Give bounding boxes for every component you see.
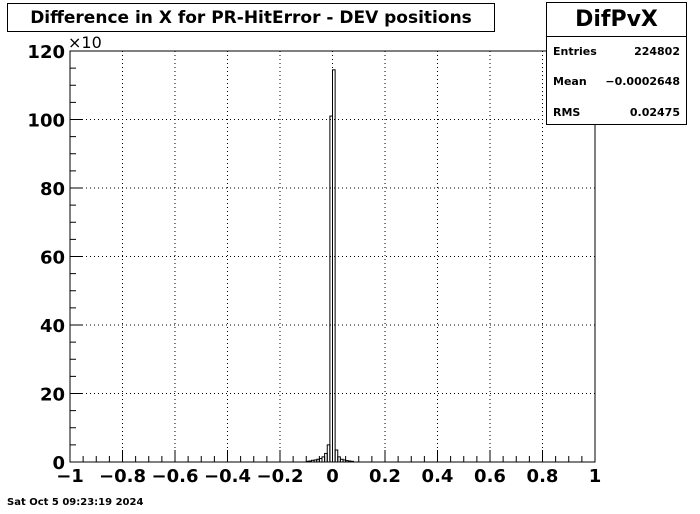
stats-entries-value: 224802 — [634, 44, 680, 58]
histogram-bars — [305, 69, 354, 463]
y-tick-label: 80 — [40, 179, 65, 200]
stats-histogram-name: DifPvX — [547, 3, 686, 37]
y-tick-label: 40 — [40, 316, 65, 337]
x-tick-label: 0 — [326, 466, 339, 487]
y-multiplier-label: ×10 — [68, 33, 102, 52]
x-axis-ticks: −1 −0.8 −0.6 −0.4 −0.2 0 0.2 0.4 0.6 0.8 1 — [56, 450, 601, 487]
x-tick-label: −1 — [56, 466, 84, 487]
stats-row-mean: Mean −0.0002648 — [553, 73, 680, 89]
stats-row-rms: RMS 0.02475 — [553, 104, 680, 120]
stats-rms-label: RMS — [553, 105, 581, 119]
stats-box: DifPvX Entries 224802 Mean −0.0002648 RM… — [546, 2, 687, 125]
stats-entries-label: Entries — [553, 44, 597, 58]
y-tick-label: 100 — [27, 111, 65, 132]
stats-mean-label: Mean — [553, 74, 587, 88]
x-tick-label: 0.4 — [422, 466, 454, 487]
title-box: Difference in X for PR-HitError - DEV po… — [7, 3, 495, 32]
x-tick-label: 0.2 — [369, 466, 401, 487]
stats-rms-value: 0.02475 — [629, 105, 680, 119]
x-tick-label: 0.8 — [527, 466, 559, 487]
x-tick-label: −0.6 — [152, 466, 199, 487]
timestamp: Sat Oct 5 09:23:19 2024 — [7, 497, 144, 508]
x-tick-label: −0.8 — [99, 466, 146, 487]
x-tick-label: 1 — [589, 466, 602, 487]
x-tick-label: −0.2 — [257, 466, 304, 487]
y-axis-ticks: 0 20 40 60 80 100 120 — [27, 42, 82, 474]
y-tick-label: 120 — [27, 42, 65, 63]
stats-mean-value: −0.0002648 — [605, 74, 680, 88]
chart-title: Difference in X for PR-HitError - DEV po… — [30, 7, 472, 28]
y-tick-label: 20 — [40, 385, 65, 406]
stats-row-entries: Entries 224802 — [553, 43, 680, 59]
histogram-bar — [332, 69, 336, 463]
y-tick-label: 0 — [52, 453, 65, 474]
x-tick-label: −0.4 — [204, 466, 251, 487]
x-tick-label: 0.6 — [474, 466, 506, 487]
y-tick-label: 60 — [40, 248, 65, 269]
